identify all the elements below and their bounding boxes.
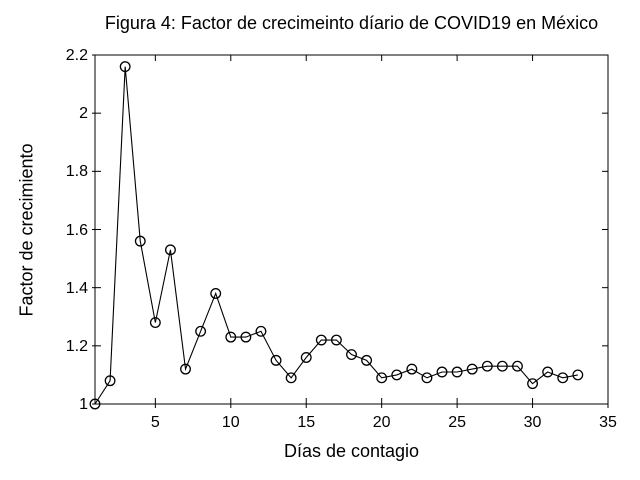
x-tick-label: 20: [372, 414, 391, 431]
data-point-marker: [180, 363, 191, 375]
axes-box: [94, 54, 609, 405]
data-point-marker: [149, 317, 161, 329]
data-point-marker: [330, 334, 342, 346]
data-point-marker: [406, 363, 418, 375]
y-tick-label: 1.8: [65, 163, 88, 181]
data-point-marker: [451, 366, 463, 378]
x-axis-title: Días de contagio: [283, 441, 420, 461]
x-tick-label: 25: [448, 414, 466, 431]
data-point-marker: [164, 244, 176, 256]
data-point-marker: [557, 372, 569, 384]
data-point-marker: [255, 325, 267, 337]
data-point-marker: [240, 331, 252, 343]
x-tick-label: 30: [523, 414, 542, 431]
x-tick-label: 5: [150, 414, 160, 431]
data-point-marker: [496, 360, 508, 372]
x-tick-label: 35: [599, 414, 617, 431]
series-line: [94, 66, 578, 405]
chart-title: Figura 4: Factor de crecimeinto díario d…: [104, 13, 599, 33]
data-point-marker: [421, 372, 433, 384]
data-point-marker: [210, 288, 222, 299]
data-point-marker: [481, 360, 493, 372]
data-point-marker: [134, 235, 146, 247]
data-point-marker: [195, 325, 207, 337]
x-tick-label: 15: [297, 414, 316, 431]
data-point-marker: [436, 366, 448, 378]
y-tick-label: 1.6: [65, 221, 88, 239]
data-point-marker: [225, 331, 237, 343]
y-tick-label: 1.2: [65, 337, 88, 355]
data-point-marker: [104, 375, 116, 387]
data-point-marker: [527, 378, 539, 390]
y-tick-label: 2.2: [65, 47, 88, 64]
data-point-marker: [300, 352, 312, 363]
data-point-marker: [346, 349, 357, 361]
data-point-marker: [376, 372, 388, 384]
data-point-marker: [542, 366, 554, 378]
y-tick-label: 2: [79, 105, 88, 123]
data-point-marker: [572, 369, 584, 381]
data-point-marker: [512, 360, 523, 372]
data-point-marker: [270, 354, 282, 366]
data-point-marker: [315, 334, 327, 346]
data-point-marker: [466, 363, 478, 375]
data-point-marker: [361, 354, 373, 366]
data-point-marker: [391, 369, 403, 381]
y-tick-label: 1: [79, 396, 88, 413]
y-tick-label: 1.4: [65, 279, 88, 297]
data-point-marker: [89, 398, 101, 410]
data-point-marker: [285, 372, 297, 384]
x-tick-label: 10: [221, 414, 240, 431]
data-point-marker: [119, 61, 131, 73]
